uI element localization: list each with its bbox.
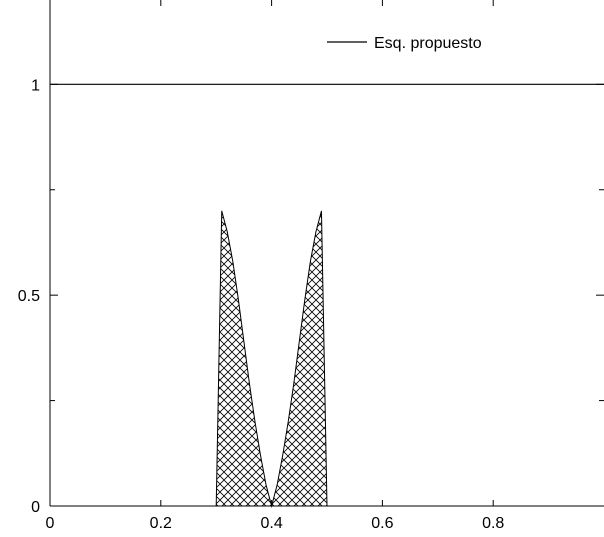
plot-area	[50, 83, 604, 508]
y-tick-label: 0	[31, 499, 40, 516]
x-tick-label: 0.6	[371, 515, 393, 532]
axes: 0 0.2 0.4 0.6 0.8 0 0.5 1	[18, 0, 604, 532]
x-tick-label: 0	[46, 515, 55, 532]
legend-label: Esq. propuesto	[374, 35, 482, 52]
legend: Esq. propuesto	[327, 35, 482, 52]
x-tick-label: 0.2	[150, 515, 172, 532]
x-tick-label: 0.4	[260, 515, 282, 532]
hatched-area-series	[215, 210, 333, 508]
x-tick-label: 0.8	[482, 515, 504, 532]
y-tick-label: 1	[31, 77, 40, 94]
y-tick-label: 0.5	[18, 288, 40, 305]
